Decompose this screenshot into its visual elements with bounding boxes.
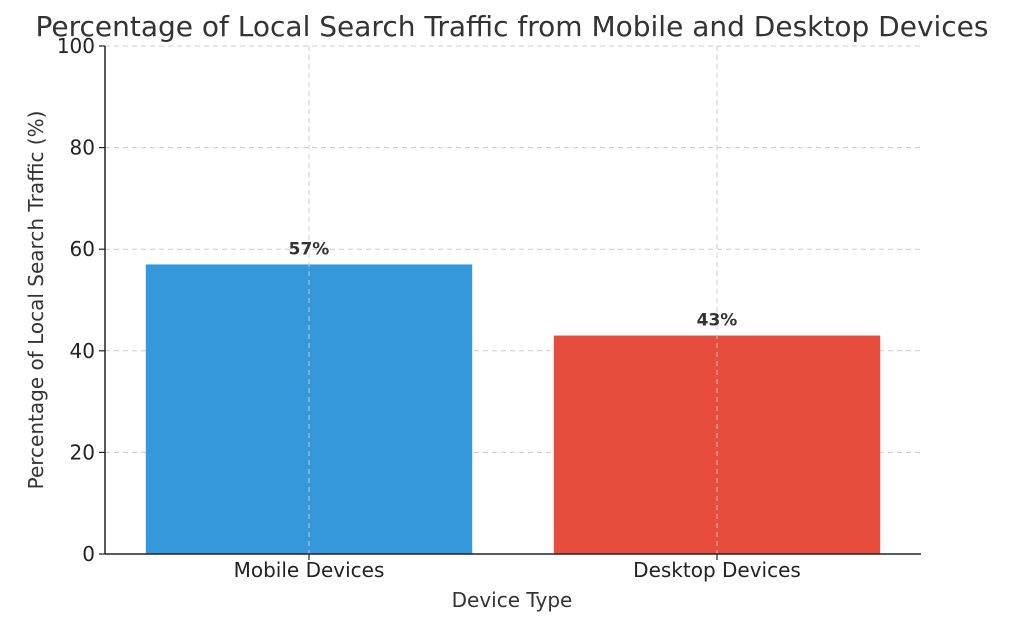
axes xyxy=(104,46,921,555)
bars xyxy=(145,264,881,554)
y-axis-label: Percentage of Local Search Traffic (%) xyxy=(24,111,48,490)
y-tick-label: 100 xyxy=(57,34,95,58)
vertical-grid-lines xyxy=(308,46,718,554)
y-tick-label: 0 xyxy=(82,542,95,566)
x-ticks: Mobile Devices Desktop Devices xyxy=(234,554,801,582)
y-tick-label: 60 xyxy=(70,237,95,261)
x-axis-label: Device Type xyxy=(452,588,573,612)
data-labels: 57% 43% xyxy=(289,239,738,330)
y-tick-label: 40 xyxy=(70,339,95,363)
y-tick-label: 20 xyxy=(70,440,95,464)
bar-value-label: 57% xyxy=(289,239,330,259)
y-ticks: 0 20 40 60 80 100 xyxy=(57,34,105,566)
x-tick-label: Desktop Devices xyxy=(633,558,801,582)
chart-title: Percentage of Local Search Traffic from … xyxy=(36,10,989,43)
bar-value-label: 43% xyxy=(697,311,738,331)
x-tick-label: Mobile Devices xyxy=(234,558,385,582)
y-tick-label: 80 xyxy=(70,136,95,160)
